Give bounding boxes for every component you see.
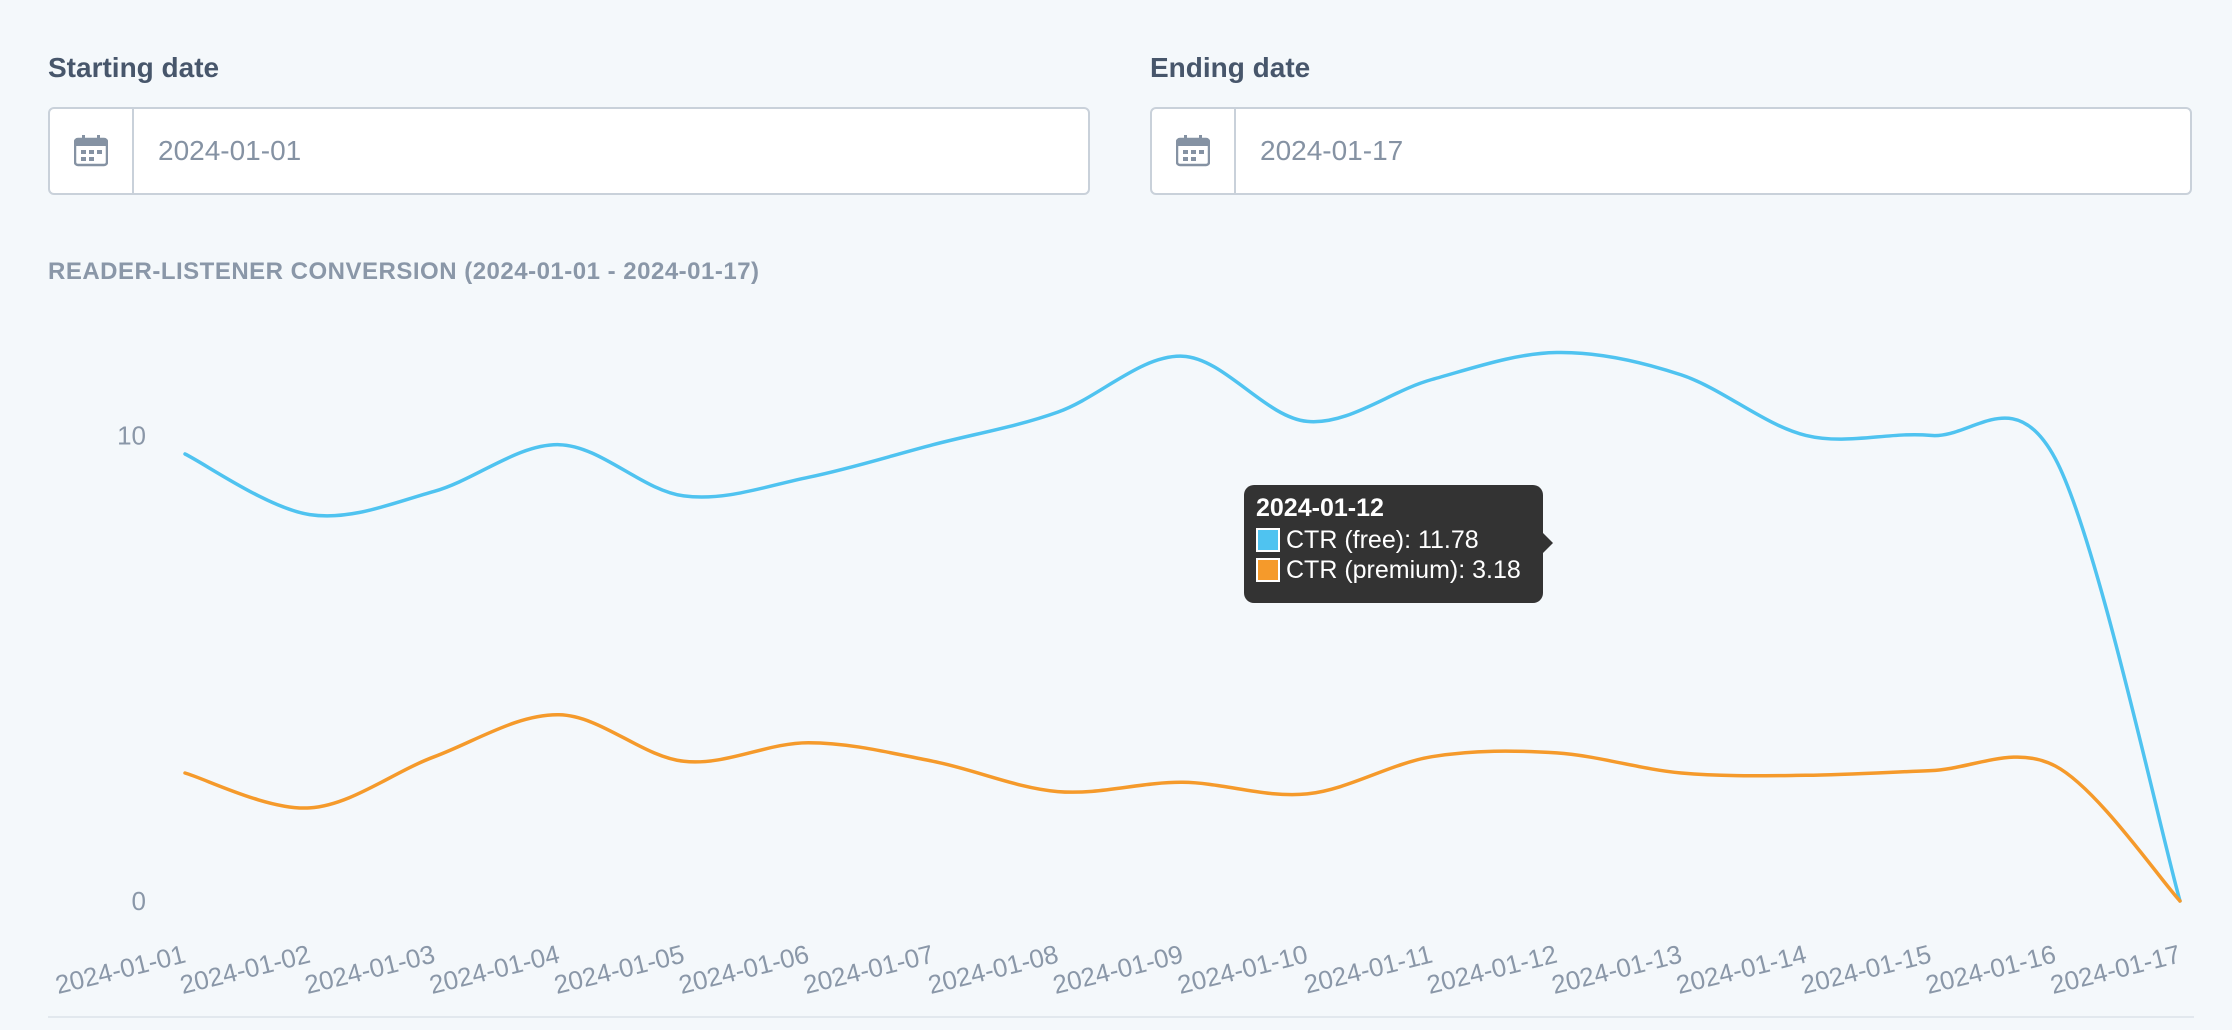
y-tick-label: 0 [132,886,146,916]
calendar-icon[interactable] [50,109,134,193]
x-tick-label: 2024-01-11 [1301,939,1435,1000]
ending-date-label: Ending date [1150,52,1311,83]
x-tick-label: 2024-01-03 [302,939,438,1000]
tooltip-value-premium: 3.18 [1472,556,1521,584]
tooltip-date: 2024-01-12 [1256,494,1384,522]
x-tick-label: 2024-01-16 [1922,939,2058,1000]
x-tick-label: 2024-01-17 [2047,939,2183,1000]
x-tick-label: 2024-01-13 [1548,939,1684,1000]
ending-date-value[interactable]: 2024-01-17 [1260,135,1404,166]
starting-date-value[interactable]: 2024-01-01 [158,135,302,166]
free-swatch-icon [1256,528,1280,552]
x-tick-label: 2024-01-02 [177,939,313,1000]
x-tick-label: 2024-01-01 [52,939,188,1000]
tooltip-series-free: CTR (free) [1286,526,1405,554]
starting-date-label: Starting date [48,52,220,83]
premium-series-line[interactable] [183,713,2182,903]
x-tick-label: 2024-01-06 [676,939,812,1000]
tooltip-series-premium: CTR (premium) [1286,556,1459,584]
x-axis-ticks: 2024-01-012024-01-022024-01-032024-01-04… [52,939,2183,1000]
x-tick-label: 2024-01-08 [925,939,1061,1000]
starting-date-input[interactable]: 2024-01-01 [48,107,1090,195]
tooltip-row-premium: CTR (premium): 3.18 [1256,555,1531,585]
tooltip-value-free: 11.78 [1417,526,1479,554]
x-tick-label: 2024-01-15 [1798,939,1934,1000]
tooltip-row-free: CTR (free): 11.78 [1256,525,1531,555]
ending-date-input[interactable]: 2024-01-17 [1150,107,2192,195]
x-tick-label: 2024-01-05 [551,939,687,1000]
chart-bottom-divider [48,1016,2194,1018]
x-tick-label: 2024-01-09 [1050,939,1186,1000]
y-tick-label: 10 [117,420,146,450]
x-tick-label: 2024-01-12 [1424,939,1560,1000]
series-lines [183,350,2182,903]
x-tick-label: 2024-01-07 [800,939,936,1000]
premium-swatch-icon [1256,558,1280,582]
x-tick-label: 2024-01-10 [1174,939,1310,1000]
x-tick-label: 2024-01-04 [426,939,562,1000]
free-series-line[interactable] [183,350,2182,903]
x-tick-label: 2024-01-14 [1673,939,1809,1000]
chart-title: READER-LISTENER CONVERSION (2024-01-01 -… [48,258,760,285]
chart-tooltip: 2024-01-12 CTR (free): 11.78 CTR (premiu… [1244,485,1553,603]
y-axis-ticks: 0 10 [117,420,146,916]
calendar-icon[interactable] [1152,109,1236,193]
